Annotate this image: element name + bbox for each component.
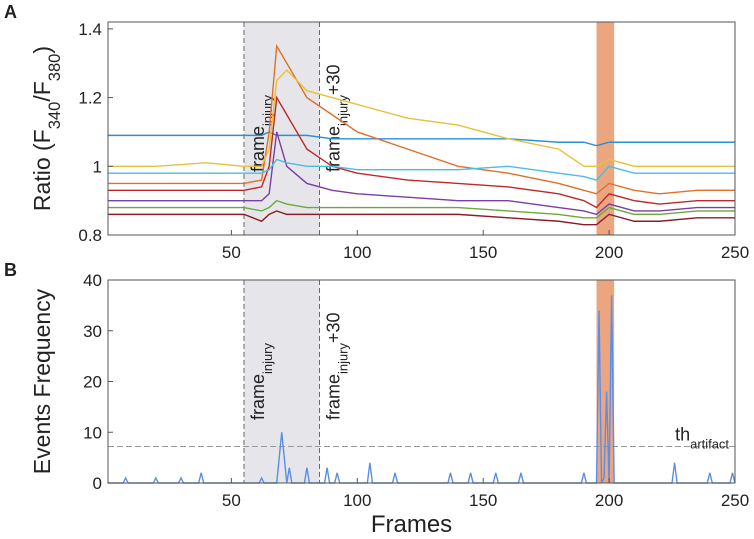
y-axis-label: Events Frequency <box>29 288 55 474</box>
y-tick-label: 20 <box>83 373 102 392</box>
plot-frame <box>107 21 736 236</box>
subscript: artifact <box>690 436 729 451</box>
annotation: frameinjury+30 <box>324 312 351 420</box>
y-tick-label: 1.4 <box>78 20 102 39</box>
annotation: frameinjury+30 <box>324 64 351 172</box>
text-part: Ratio (F <box>29 129 55 211</box>
text-part: frame <box>324 374 344 420</box>
y-tick-label: 10 <box>83 423 102 442</box>
subscript: injury <box>335 95 350 126</box>
x-tick-label: 150 <box>469 491 497 510</box>
annotation: frameinjury <box>248 343 275 420</box>
series-line <box>108 131 735 147</box>
text-part: frame <box>248 374 268 420</box>
x-tick-label: 250 <box>721 243 749 262</box>
text-part: th <box>675 424 690 444</box>
subscript: 380 <box>45 54 64 82</box>
artifact-band <box>596 22 615 235</box>
x-tick-label: 150 <box>469 243 497 262</box>
x-tick-label: 50 <box>222 243 241 262</box>
series-line <box>108 43 735 195</box>
x-tick-label: 200 <box>595 491 623 510</box>
threshold-label: thartifact <box>675 424 729 451</box>
text-part: +30 <box>324 64 344 95</box>
series-line <box>108 95 735 209</box>
x-tick-label: 250 <box>721 491 749 510</box>
series-line <box>108 158 735 181</box>
x-axis-label: Frames <box>371 511 452 538</box>
y-tick-label: 0.8 <box>78 226 102 245</box>
subscript: injury <box>259 343 274 374</box>
series-line <box>108 210 735 226</box>
series-line <box>108 295 736 484</box>
series-line <box>108 199 735 219</box>
text-part: frame <box>324 126 344 172</box>
series-line <box>108 131 735 216</box>
plot-frame <box>107 279 736 484</box>
subscript: 340 <box>45 102 64 130</box>
y-axis-label: Ratio (F340/F380) <box>29 46 64 211</box>
text-part: Events Frequency <box>29 288 55 474</box>
x-tick-label: 100 <box>343 491 371 510</box>
y-tick-label: 40 <box>83 271 102 290</box>
x-tick-label: 200 <box>595 243 623 262</box>
y-tick-label: 1.2 <box>78 89 102 108</box>
x-tick-label: 100 <box>343 243 371 262</box>
shaded-region <box>243 22 320 235</box>
y-tick-label: 1 <box>93 157 102 176</box>
y-tick-label: 0 <box>93 474 102 493</box>
panel-label: B <box>4 260 17 280</box>
shaded-region <box>243 280 320 483</box>
subscript: injury <box>335 343 350 374</box>
y-tick-label: 30 <box>83 322 102 341</box>
text-part: frame <box>248 126 268 172</box>
panel-label: A <box>4 2 17 22</box>
series-line <box>108 69 735 167</box>
x-tick-label: 50 <box>222 491 241 510</box>
text-part: +30 <box>324 312 344 343</box>
text-part: ) <box>29 46 55 54</box>
annotation: frameinjury <box>248 95 275 172</box>
text-part: /F <box>29 81 55 101</box>
